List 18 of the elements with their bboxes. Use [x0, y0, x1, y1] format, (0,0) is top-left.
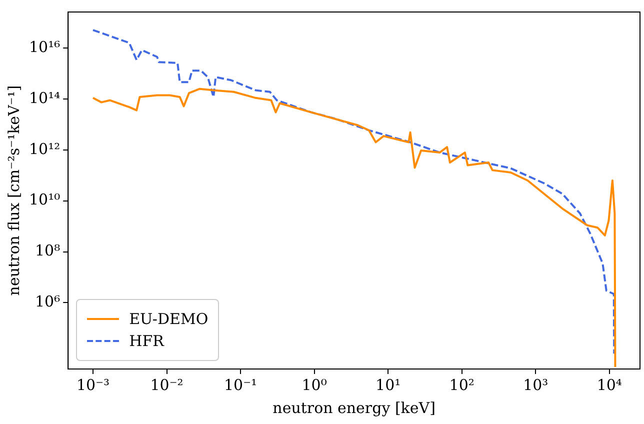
y-axis-title: neutron flux [cm⁻²s⁻¹keV⁻¹]	[4, 85, 23, 296]
x-tick-label: 10³	[523, 376, 548, 394]
x-tick-label: 10¹	[376, 376, 401, 394]
x-axis-title: neutron energy [keV]	[272, 398, 436, 417]
x-tick-label: 10⁻¹	[224, 376, 258, 394]
x-tick-label: 10⁻²	[150, 376, 184, 394]
x-tick-label: 10²	[449, 376, 474, 394]
y-tick-label: 10⁸	[35, 242, 60, 260]
y-tick-label: 10¹⁴	[28, 88, 60, 107]
y-tick-label: 10⁶	[35, 292, 60, 311]
x-tick-label: 10⁰	[302, 376, 327, 394]
legend-label: EU-DEMO	[129, 310, 208, 328]
legend-label: HFR	[129, 332, 164, 350]
y-tick-label: 10¹⁰	[28, 190, 60, 209]
x-tick-label: 10⁴	[596, 376, 622, 394]
y-tick-label: 10¹⁶	[28, 38, 60, 56]
x-tick-label: 10⁻³	[76, 376, 110, 394]
y-tick-label: 10¹²	[28, 140, 60, 158]
